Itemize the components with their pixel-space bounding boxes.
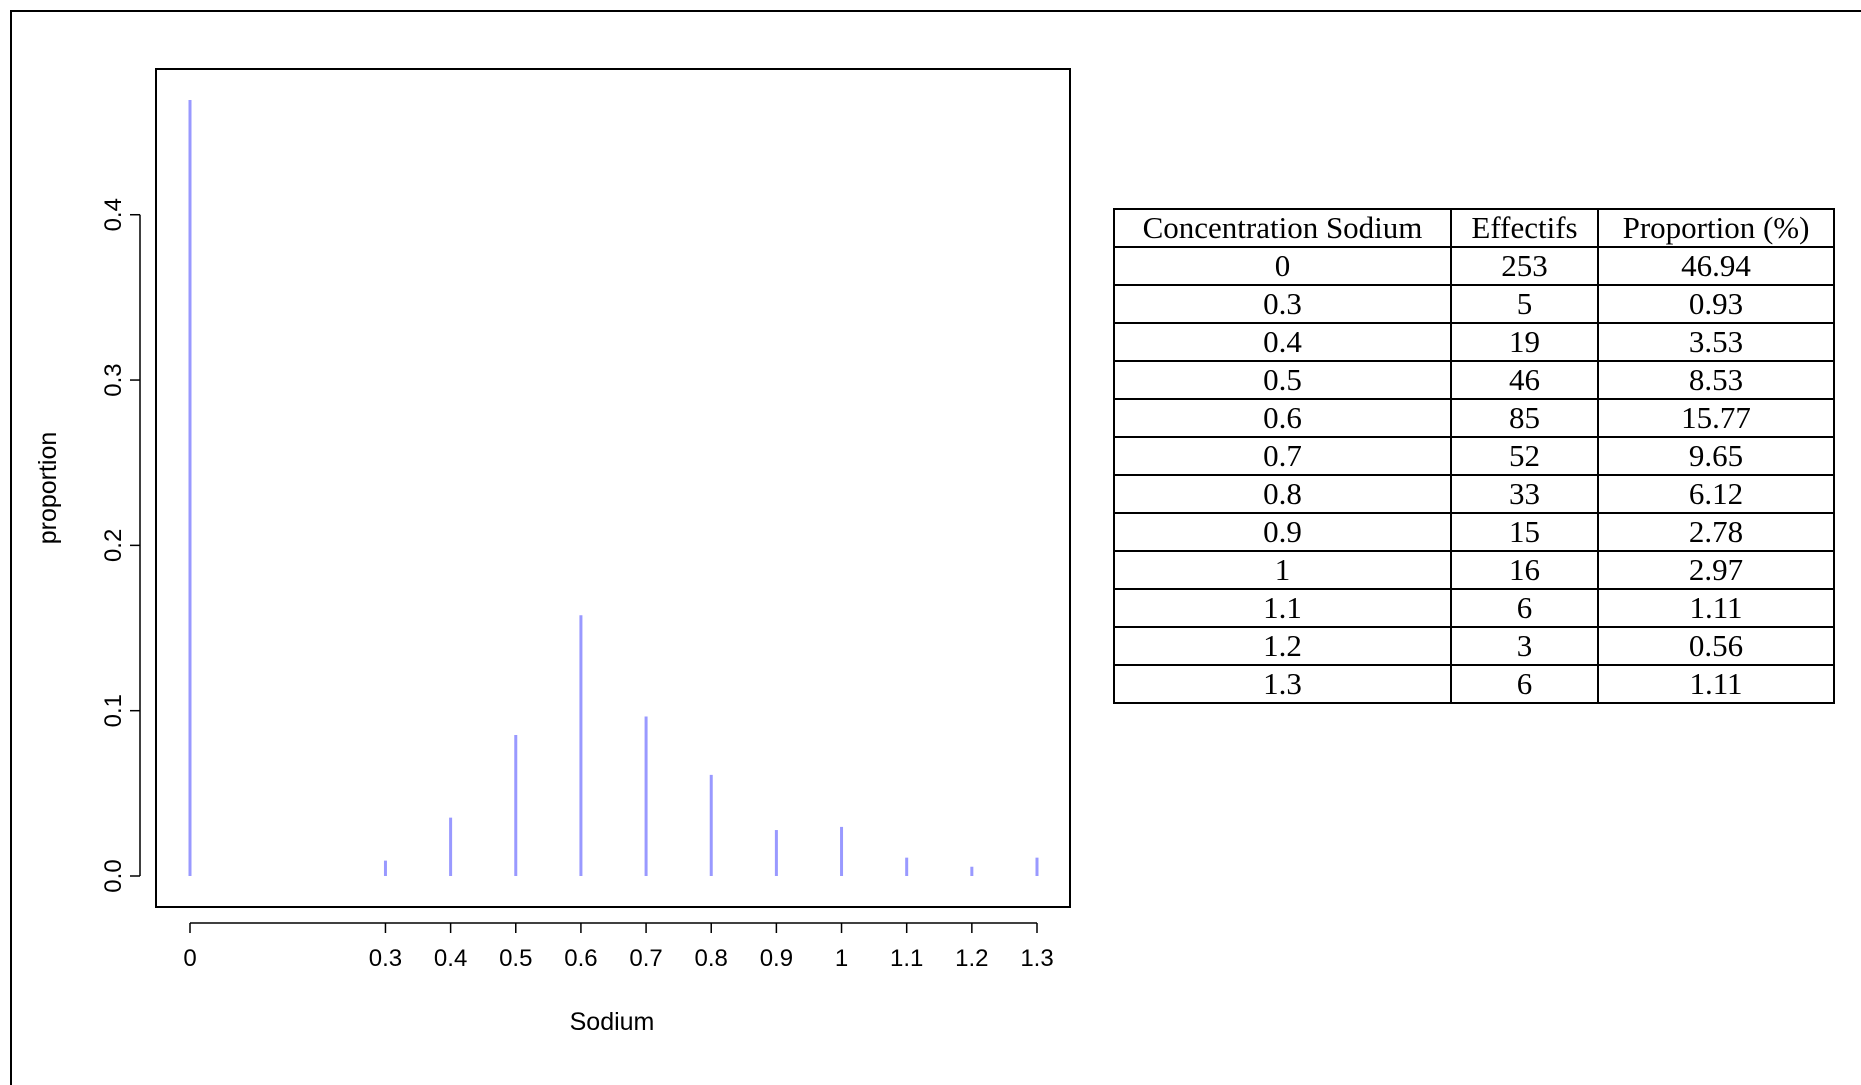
y-tick-label: 0.4 (100, 198, 127, 231)
table-header-row: Concentration Sodium Effectifs Proportion … (1113, 208, 1835, 248)
table-cell: 0.3 (1113, 284, 1452, 324)
x-tick-label: 0 (183, 945, 196, 972)
plot-box (155, 68, 1071, 908)
table-cell: 0.93 (1597, 284, 1835, 324)
table-cell: 0.6 (1113, 398, 1452, 438)
table-cell: 1 (1113, 550, 1452, 590)
table-row: 1.2 3 0.56 (1113, 626, 1835, 666)
table-row: 1.3 6 1.11 (1113, 664, 1835, 704)
table-cell: 19 (1450, 322, 1599, 362)
x-tick-label: 0.5 (499, 945, 532, 972)
proportion-chart: 0.0 0.1 0.2 0.3 0.4 0 0.3 0.4 0.5 0.6 0.7 0.8 0.9 1 1… (34, 68, 1071, 1036)
table-cell: 0.5 (1113, 360, 1452, 400)
table-cell: 46 (1450, 360, 1599, 400)
table-cell: 8.53 (1597, 360, 1835, 400)
table-header-cell: Effectifs (1450, 208, 1599, 248)
table-cell: 0.56 (1597, 626, 1835, 666)
y-axis: 0.0 0.1 0.2 0.3 0.4 (100, 198, 141, 893)
table-cell: 1.1 (1113, 588, 1452, 628)
table-cell: 0.9 (1113, 512, 1452, 552)
table-cell: 1.11 (1597, 588, 1835, 628)
table-cell: 5 (1450, 284, 1599, 324)
x-tick-label: 0.6 (564, 945, 597, 972)
x-tick-label: 0.8 (695, 945, 728, 972)
table-cell: 33 (1450, 474, 1599, 514)
table-cell: 3 (1450, 626, 1599, 666)
table-cell: 253 (1450, 246, 1599, 286)
table-cell: 2.78 (1597, 512, 1835, 552)
table-row: 1 16 2.97 (1113, 550, 1835, 590)
table-cell: 3.53 (1597, 322, 1835, 362)
table-header-cell: Concentration Sodium (1113, 208, 1452, 248)
y-tick-label: 0.1 (100, 694, 127, 727)
y-tick-label: 0.2 (100, 529, 127, 562)
y-tick-label: 0.3 (100, 363, 127, 396)
table-cell: 0.4 (1113, 322, 1452, 362)
table-cell: 46.94 (1597, 246, 1835, 286)
table-row: 0.5 46 8.53 (1113, 360, 1835, 400)
table-cell: 1.2 (1113, 626, 1452, 666)
table-row: 0.9 15 2.78 (1113, 512, 1835, 552)
x-tick-label: 1.2 (955, 945, 988, 972)
table-cell: 52 (1450, 436, 1599, 476)
table-cell: 85 (1450, 398, 1599, 438)
sodium-table: Concentration Sodium Effectifs Proportion … (1113, 208, 1835, 704)
x-tick-label: 0.9 (760, 945, 793, 972)
table-cell: 0 (1113, 246, 1452, 286)
table-row: 0 253 46.94 (1113, 246, 1835, 286)
table-cell: 1.3 (1113, 664, 1452, 704)
table-cell: 6 (1450, 664, 1599, 704)
table-row: 1.1 6 1.11 (1113, 588, 1835, 628)
table-body: 0 253 46.94 0.3 5 0.93 0.4 19 3.53 0.5 46 8.53 0.6 85… (1113, 246, 1835, 704)
x-tick-label: 1.1 (890, 945, 923, 972)
table-cell: 2.97 (1597, 550, 1835, 590)
x-tick-label: 0.4 (434, 945, 467, 972)
figure-frame (10, 10, 1861, 1085)
x-tick-label: 1 (835, 945, 848, 972)
y-tick-label: 0.0 (100, 859, 127, 892)
table-cell: 0.8 (1113, 474, 1452, 514)
x-axis: 0 0.3 0.4 0.5 0.6 0.7 0.8 0.9 1 1.1 1.2 1.3 (183, 922, 1054, 972)
table-row: 0.8 33 6.12 (1113, 474, 1835, 514)
table-row: 0.3 5 0.93 (1113, 284, 1835, 324)
x-tick-label: 1.3 (1020, 945, 1053, 972)
table-cell: 0.7 (1113, 436, 1452, 476)
table-cell: 1.11 (1597, 664, 1835, 704)
table-row: 0.4 19 3.53 (1113, 322, 1835, 362)
table-header-cell: Proportion (%) (1597, 208, 1835, 248)
table-cell: 16 (1450, 550, 1599, 590)
table-cell: 9.65 (1597, 436, 1835, 476)
bars (188, 100, 1039, 876)
table-cell: 6 (1450, 588, 1599, 628)
x-tick-label: 0.3 (369, 945, 402, 972)
table-cell: 15 (1450, 512, 1599, 552)
x-axis-title: Sodium (570, 1008, 655, 1036)
table-cell: 15.77 (1597, 398, 1835, 438)
table-row: 0.7 52 9.65 (1113, 436, 1835, 476)
table-cell: 6.12 (1597, 474, 1835, 514)
y-axis-title: proportion (34, 432, 62, 545)
table-row: 0.6 85 15.77 (1113, 398, 1835, 438)
x-tick-label: 0.7 (629, 945, 662, 972)
